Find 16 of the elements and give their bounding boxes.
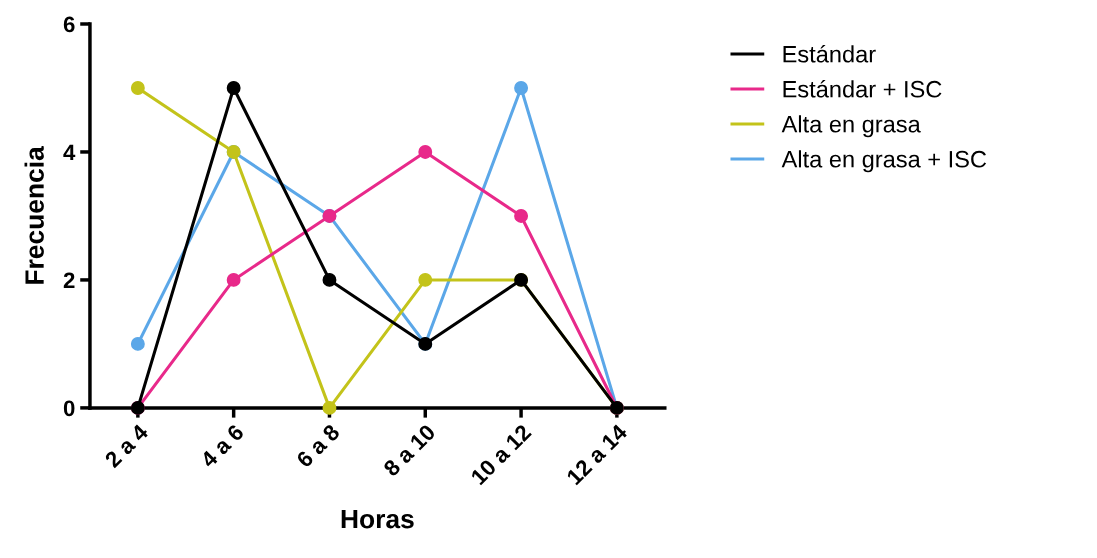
y-tick-label: 2 <box>63 272 75 288</box>
legend-label: Alta en grasa + ISC <box>781 150 987 173</box>
x-tick-label: 2 a 4 <box>103 422 150 469</box>
y-axis-title: Frecuencia <box>24 146 44 284</box>
y-tick-label: 6 <box>63 16 75 33</box>
x-tick-label: 4 a 6 <box>199 423 245 469</box>
x-tick-label: 6 a 8 <box>295 423 341 469</box>
x-tick-label: 10 a 12 <box>470 423 532 486</box>
legend-label: Estándar <box>783 44 876 63</box>
x-tick-label: 12 a 14 <box>565 422 629 486</box>
y-tick-label: 4 <box>63 144 76 161</box>
x-tick-label: 8 a 10 <box>382 423 437 478</box>
x-axis-title: Horas <box>341 509 414 529</box>
legend-label: Estándar + ISC <box>783 79 942 98</box>
legend-label: Alta en grasa <box>781 115 921 138</box>
y-tick-label: 0 <box>63 400 75 417</box>
